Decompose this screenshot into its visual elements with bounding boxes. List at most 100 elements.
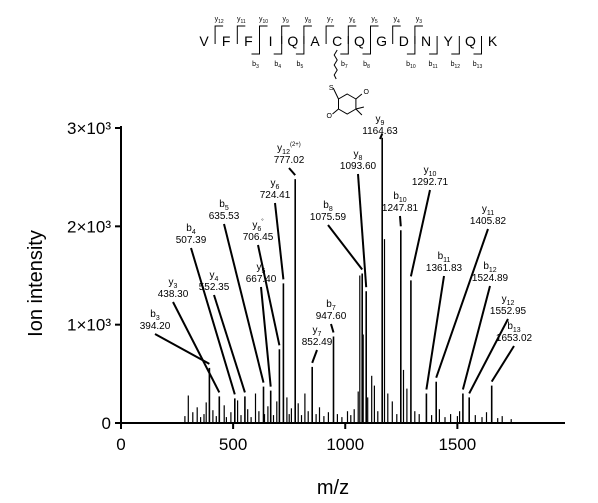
y-tick-label: 3×10³ [67, 119, 111, 138]
ion-name: y3 [169, 277, 178, 290]
residue-letter: Q [354, 33, 365, 49]
leader-line [154, 333, 210, 365]
x-tick-label: 1000 [326, 435, 364, 454]
peak-mz-label: 1653.02 [496, 333, 533, 344]
x-tick-label: 0 [116, 435, 125, 454]
ion-name: b5 [219, 199, 229, 212]
oxygen-atom-label: O [363, 89, 369, 96]
y-ion-label: y6 [349, 16, 356, 25]
peak-mz-label: 724.41 [260, 190, 291, 201]
peak-mz-label: 635.53 [209, 211, 240, 222]
residue-letter: A [310, 33, 320, 49]
b-ion-bracket: b3 [251, 36, 260, 70]
x-tick-label: 1500 [438, 435, 476, 454]
residue-letter: K [488, 33, 498, 49]
peak-mz-label: 1405.82 [470, 216, 507, 227]
y-ion-bracket: y10 [259, 16, 268, 44]
residue-letter: D [399, 33, 409, 49]
y-tick-label: 0 [102, 414, 111, 433]
ion-name: y11 [482, 204, 494, 217]
leader-line [409, 189, 431, 277]
peak-mz-label: 947.60 [316, 311, 347, 322]
residue-letter: G [376, 33, 387, 49]
leader-line [357, 173, 368, 288]
x-tick-label: 500 [219, 435, 247, 454]
ion-name: b8 [323, 200, 333, 213]
y-ion-bracket: y11 [236, 16, 246, 44]
peak-mz-label: 394.20 [140, 321, 171, 332]
leader-line [257, 244, 281, 346]
b-ion-bracket: b12 [451, 36, 460, 70]
residue-letter: F [244, 33, 253, 49]
b-ion-label: b8 [363, 61, 370, 70]
peak-mz-label: 1524.89 [472, 273, 509, 284]
leader-line [327, 224, 363, 271]
b-ion-label: b13 [473, 61, 483, 70]
sulfur-atom-label: S [329, 85, 334, 92]
b-ion-bracket: b13 [473, 36, 483, 70]
ion-name: b11 [438, 251, 451, 264]
y-ion-label: y3 [416, 16, 423, 25]
residue-letter: I [269, 33, 273, 49]
peak-mz-label: 1247.81 [382, 203, 419, 214]
peak-annotation-y6: y6°706.45 [243, 219, 281, 423]
peak-mz-label: 1093.60 [340, 161, 377, 172]
peak-mz-label: 1292.71 [412, 177, 449, 188]
axes: 0 1×10³ 2×10³ 3×10³ 0 500 1000 1500 m/z Ion inten… [25, 119, 565, 499]
leader-line [260, 286, 272, 387]
leader-line [468, 318, 509, 394]
peak-mz-label: 1361.83 [426, 263, 463, 274]
peak-mz-label: 777.02 [274, 155, 305, 166]
b-ion-label: b10 [406, 61, 416, 70]
b-ion-label: b4 [274, 61, 281, 70]
residue-letter: F [222, 33, 231, 49]
residue-letter: Q [465, 33, 476, 49]
residue-letter: C [332, 33, 342, 49]
residue-letter: Y [444, 33, 454, 49]
residue-letter: N [421, 33, 431, 49]
y-ion-label: y8 [305, 16, 312, 25]
b-ion-bracket: b8 [362, 36, 371, 70]
x-axis-label: m/z [317, 477, 349, 499]
oxygen-atom-label: O [326, 113, 332, 120]
y-tick-label: 1×10³ [67, 316, 111, 335]
residue-letter: V [199, 33, 209, 49]
peak-mz-label: 667.40 [246, 274, 277, 285]
leader-line [435, 228, 489, 379]
leader-line [288, 167, 296, 176]
residue-letter: Q [287, 33, 298, 49]
ion-name: b13 [507, 321, 520, 334]
cysteine-modification-structure: S O O [326, 49, 369, 120]
leader-line [190, 247, 236, 395]
ring-structure [338, 93, 357, 115]
peak-mz-label: 552.35 [199, 282, 230, 293]
leader-line [172, 301, 221, 393]
b-ion-label: b11 [429, 61, 438, 70]
b-ion-label: b7 [341, 61, 348, 70]
leader-line [213, 294, 246, 393]
peak-mz-label: 1075.59 [310, 212, 347, 223]
y-ion-label: y7 [327, 16, 334, 25]
b-ion-bracket: b5 [295, 36, 305, 70]
b-ion-label: b3 [252, 61, 259, 70]
ion-name: y12 [502, 294, 515, 307]
peak-mz-label: 438.30 [158, 289, 189, 300]
ion-name: y8 [354, 149, 363, 162]
b-ion-bracket: b10 [406, 36, 416, 70]
ion-name: y4 [210, 270, 219, 283]
y-ion-label: y10 [259, 16, 268, 25]
leader-line [274, 202, 285, 280]
